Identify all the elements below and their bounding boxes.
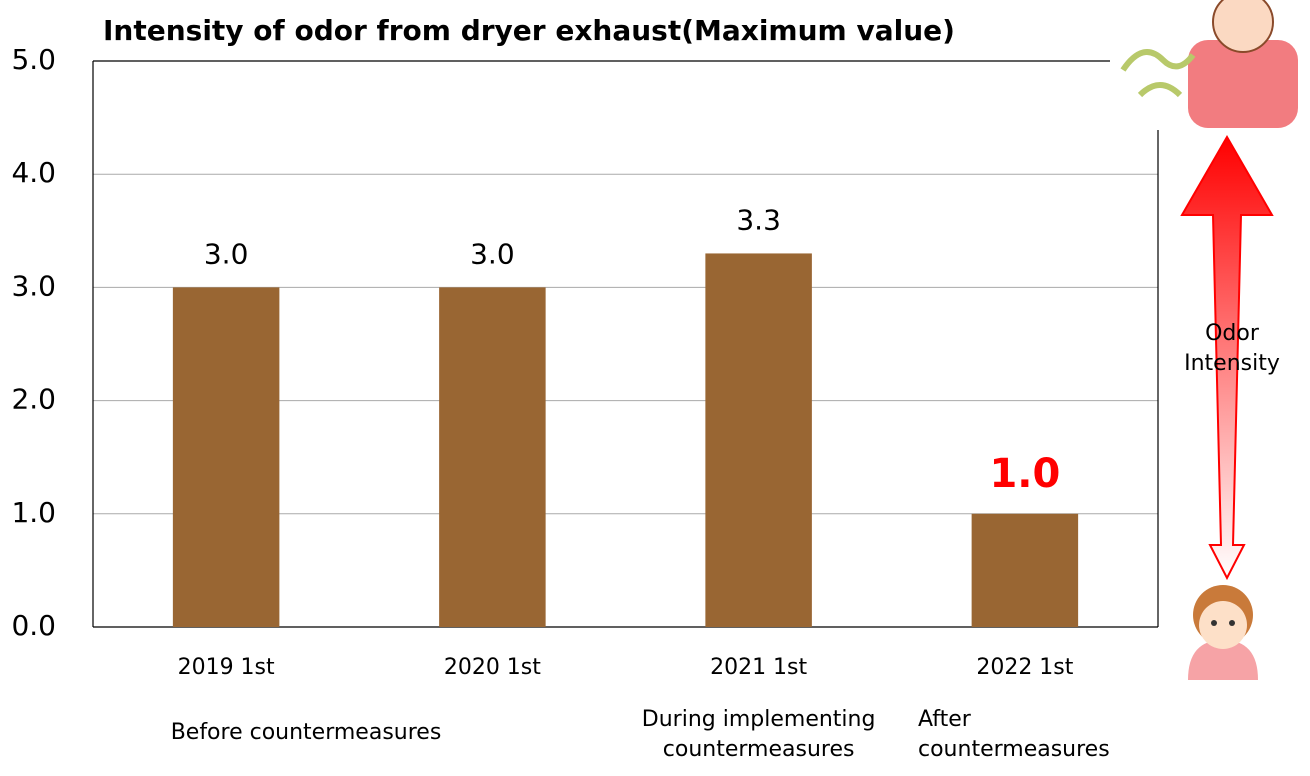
bar [439, 287, 546, 627]
annotation: countermeasures [663, 737, 855, 762]
value-label: 3.0 [470, 237, 515, 270]
annotation: Before countermeasures [171, 720, 442, 745]
smelly-face-icon [1123, 0, 1298, 128]
side-label: Odor [1205, 321, 1260, 346]
chart: Intensity of odor from dryer exhaust(Max… [0, 0, 1310, 776]
y-tick-label: 5.0 [11, 43, 56, 76]
value-label: 1.0 [989, 451, 1060, 497]
x-tick-label: 2020 1st [444, 655, 541, 680]
value-label: 3.3 [736, 203, 781, 236]
annotation: After [918, 707, 972, 732]
y-tick-label: 0.0 [11, 609, 56, 642]
bar [972, 514, 1079, 627]
calm-face-icon [1188, 585, 1258, 680]
y-tick-label: 4.0 [11, 156, 56, 189]
page: {"chart_data": {"type": "bar", "title": … [0, 0, 1310, 776]
bar [173, 287, 280, 627]
y-tick-label: 3.0 [11, 269, 56, 302]
x-tick-label: 2019 1st [178, 655, 275, 680]
side-label: Intensity [1184, 351, 1280, 376]
value-label: 3.0 [204, 237, 249, 270]
x-tick-label: 2021 1st [710, 655, 807, 680]
annotation: During implementing [642, 707, 876, 732]
y-tick-label: 2.0 [11, 383, 56, 416]
y-tick-label: 1.0 [11, 496, 56, 529]
chart-title: Intensity of odor from dryer exhaust(Max… [103, 14, 955, 47]
annotation: countermeasures [918, 737, 1110, 762]
x-tick-label: 2022 1st [976, 655, 1073, 680]
bar [705, 253, 812, 627]
